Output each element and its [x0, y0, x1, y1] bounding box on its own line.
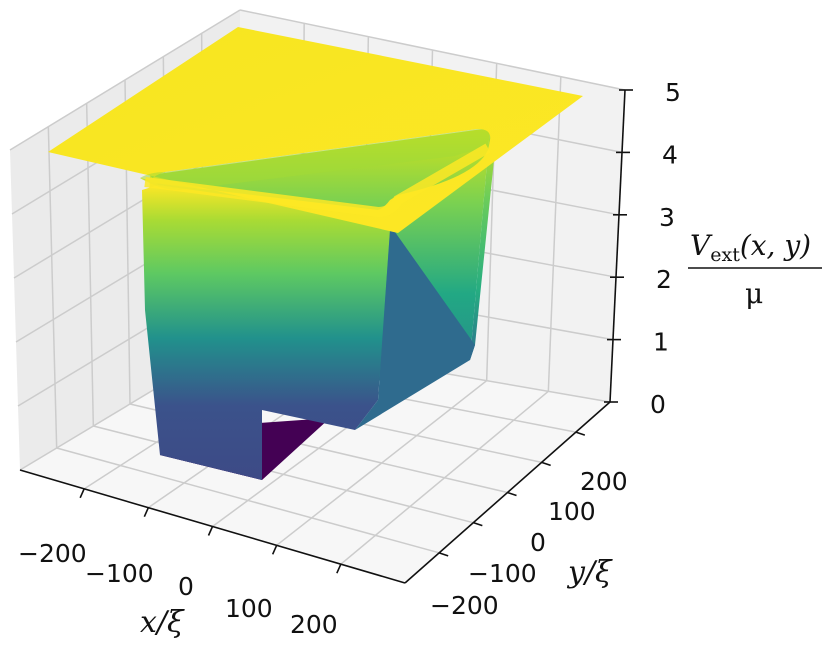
z-grid-line-back — [239, 9, 626, 91]
x-tick — [271, 545, 278, 555]
x-tick — [79, 488, 85, 499]
y-tick — [473, 521, 483, 527]
plateau-rim-shading — [140, 129, 491, 190]
z-label-args: (x, y) — [740, 229, 811, 262]
y-tick-label: −200 — [430, 591, 499, 620]
z-grid-line-left — [9, 9, 241, 151]
y-tick — [575, 431, 586, 436]
z-axis-line — [609, 89, 626, 403]
svg-text:Vext(x, y): Vext(x, y) — [690, 229, 811, 266]
x-tick-label: −200 — [18, 539, 87, 568]
potential-surface — [48, 27, 583, 480]
x-tick-label: 200 — [290, 610, 338, 639]
y-tick-label: 0 — [530, 528, 546, 557]
z-label-symbol: V — [690, 229, 713, 262]
well-near-side — [355, 218, 475, 430]
y-grid-line — [56, 447, 440, 554]
inner-rim-highlight — [144, 143, 491, 218]
y-grid-line-left — [47, 126, 58, 449]
x-tick-label: 100 — [225, 594, 273, 623]
z-tick-label: 4 — [662, 140, 678, 169]
well-near-wall — [142, 185, 390, 480]
y-tick — [438, 552, 449, 557]
top-plateau — [48, 27, 583, 233]
y-tick — [507, 491, 517, 497]
z-tick-label: 2 — [656, 265, 672, 294]
y-tick-label: 200 — [580, 467, 628, 496]
z-label-subscript: ext — [710, 244, 740, 266]
well-right-wall — [470, 128, 495, 360]
y-tick — [541, 461, 551, 467]
y-tick-label: −100 — [468, 559, 537, 588]
z-tick-label: 5 — [665, 78, 681, 107]
y-tick-label: 100 — [548, 497, 596, 526]
z-tick-label: 3 — [659, 203, 675, 232]
x-grid-line-back — [547, 76, 562, 392]
x-tick — [336, 563, 342, 574]
z-tick-label: 1 — [653, 328, 669, 357]
x-tick — [143, 507, 150, 517]
z-axis-label: Vext(x, y) μ — [688, 229, 822, 310]
y-grid-line — [93, 425, 474, 524]
z-tick-label: 0 — [650, 390, 666, 419]
y-axis-label: y/ξ — [566, 555, 613, 590]
x-axis-label: x/ξ — [140, 605, 185, 640]
x-tick-label: 0 — [178, 572, 194, 601]
z-label-denominator: μ — [745, 277, 763, 310]
x-tick-label: −100 — [85, 559, 154, 588]
x-tick — [207, 526, 214, 536]
